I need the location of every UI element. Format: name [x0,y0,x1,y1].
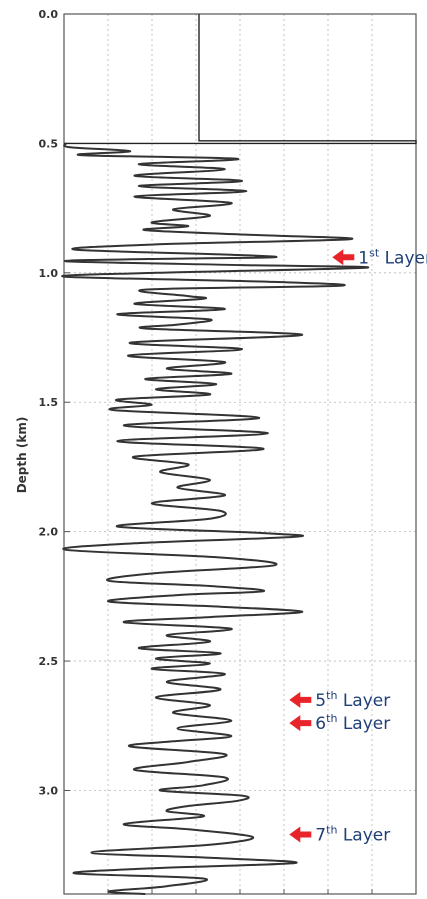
layer-label: 6th Layer [315,712,390,734]
series-wiggle-trace [61,142,370,895]
y-ticks: 0.0 0.5 1.0 1.5 2.0 2.5 3.0 [39,8,373,894]
red-arrow-icon [289,715,312,732]
series-model-line [64,14,417,145]
series [61,14,417,895]
y-tick-label: 0.5 [39,137,59,150]
layer-annotation: 5th Layer [289,689,390,711]
y-tick-label: 0.0 [39,8,59,21]
layer-annotation: 1st Layer [332,246,427,268]
red-arrow-icon [289,691,312,708]
y-tick-label: 1.0 [39,267,59,280]
layer-label: 7th Layer [315,823,390,845]
red-arrow-icon [289,826,312,843]
layer-label: 5th Layer [315,689,390,711]
layer-annotation: 6th Layer [289,712,390,734]
y-tick-label: 2.5 [39,655,59,668]
y-tick-label: 2.0 [39,526,59,539]
y-tick-label: 1.5 [39,396,59,409]
red-arrow-icon [332,249,355,266]
y-tick-label: 3.0 [39,784,59,797]
grid [64,13,416,894]
layer-label: 1st Layer [358,246,427,268]
layer-annotations: 1st Layer2nd Layer3rd Layer4th Layer5th … [289,246,427,845]
y-axis-label: Depth (km) [15,417,29,494]
layer-annotation: 7th Layer [289,823,390,845]
